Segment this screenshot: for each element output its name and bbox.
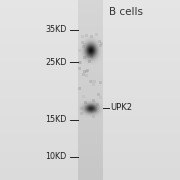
Text: 10KD: 10KD: [45, 152, 67, 161]
Text: B cells: B cells: [109, 7, 143, 17]
Text: 15KD: 15KD: [45, 115, 67, 124]
Text: 25KD: 25KD: [45, 58, 67, 67]
Text: 35KD: 35KD: [45, 25, 67, 34]
Text: UPK2: UPK2: [111, 103, 133, 112]
